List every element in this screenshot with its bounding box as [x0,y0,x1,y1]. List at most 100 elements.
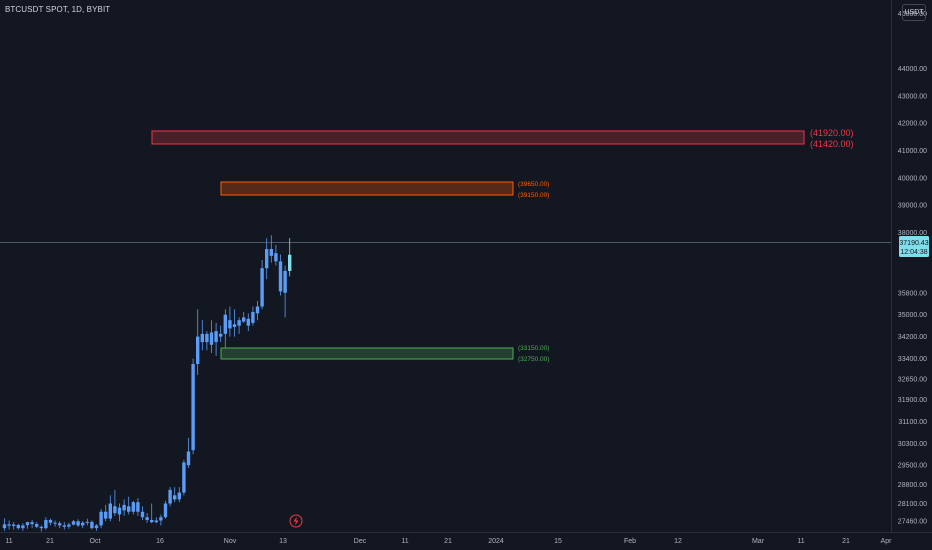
candle-body [58,523,62,526]
price-tick-label: 30300.00 [898,441,927,448]
candle-body [196,336,200,364]
candle-body [150,519,154,523]
candle [94,524,99,531]
candle [30,519,34,529]
time-label: Apr [881,538,893,545]
price-tick-label: 27460.00 [898,519,927,526]
candle-body [94,525,99,529]
candle [12,522,16,530]
candle-body [39,526,43,529]
candle-body [214,331,218,343]
candle [39,525,43,532]
candle-body [2,524,7,529]
candle [269,235,273,263]
time-label: 2024 [488,538,504,545]
candle [163,500,168,519]
price-scale[interactable]: 46000.00 44000.00 43000.00 42000.00 41000.00… [898,11,927,525]
candle-body [274,253,278,262]
candle-body [21,525,25,529]
time-label: 21 [842,538,850,545]
candle-body [53,522,57,524]
price-tick-label: 31100.00 [898,419,927,426]
candle [223,309,227,348]
currency-button[interactable]: USDT [902,4,926,21]
candle-body [30,522,34,525]
candle-body [16,524,20,529]
last-price-label: 37190.43 [899,240,928,247]
time-label: Oct [90,538,101,545]
candle-body [67,524,71,527]
candle-body [177,492,181,500]
time-scale[interactable]: 11 21 Oct 16 Nov 13 Dec 11 21 2024 15 Fe… [5,538,892,545]
price-tick-label: 33400.00 [898,356,927,363]
candle [67,522,71,529]
price-tick-label: 40000.00 [898,175,927,182]
time-label: 21 [444,538,452,545]
candle [113,489,117,516]
candle-body [113,506,117,514]
candle [108,495,112,522]
candle [186,437,191,468]
candle-body [209,332,214,345]
time-label: 11 [401,538,408,545]
candle-body [62,525,66,527]
support-zone-bottom-label: (32750.00) [518,356,549,363]
candle [71,519,76,526]
candle-body [122,504,126,511]
candle [16,524,20,530]
candle [150,503,154,524]
candle-body [108,503,112,519]
time-label: Nov [224,538,237,545]
candle-body [127,506,131,512]
candle [214,322,218,356]
candle [246,313,250,332]
candle [99,509,103,529]
resistance-zone-lower[interactable] [220,181,514,196]
symbol-title[interactable]: BTCUSDT SPOT, 1D, BYBIT [5,5,111,14]
zone-upper-bottom-label: (41420.00) [810,139,854,149]
candle [265,238,269,280]
candle-body [99,511,103,526]
candle-body [35,524,39,527]
candle [232,309,237,337]
resistance-zone-upper[interactable] [151,130,805,145]
candle-body [260,268,264,307]
candle [104,504,108,522]
candles-layer [2,235,292,532]
price-tick-label: 32650.00 [898,377,927,384]
candle-body [140,511,145,518]
lightning-icon[interactable] [289,514,303,528]
candle [7,520,11,530]
candle-body [168,489,172,504]
candle [191,358,195,455]
price-tick-label: 39000.00 [898,203,927,210]
candle [205,331,209,351]
price-tick-label: 42000.00 [898,121,927,128]
price-tick-label: 34200.00 [898,334,927,341]
candle [145,513,149,523]
time-label: Dec [354,538,367,545]
candle [260,259,264,310]
candle [48,518,53,526]
candle [288,238,292,277]
candle-body [242,317,246,322]
candle [200,320,204,351]
time-label: Feb [624,538,636,545]
candle [219,325,223,343]
candle-body [90,521,94,529]
candle-body [255,306,260,314]
price-tick-label: 41000.00 [898,148,927,155]
candle [168,487,172,507]
time-label: Mar [752,538,765,545]
candle [182,459,186,496]
price-tick-label: 35000.00 [898,312,927,319]
candle [209,320,214,354]
candle-body [159,517,163,521]
candle-body [48,519,53,523]
candle-body [173,495,177,500]
candle-body [269,249,273,256]
candle [237,317,241,334]
support-zone[interactable] [220,347,514,360]
